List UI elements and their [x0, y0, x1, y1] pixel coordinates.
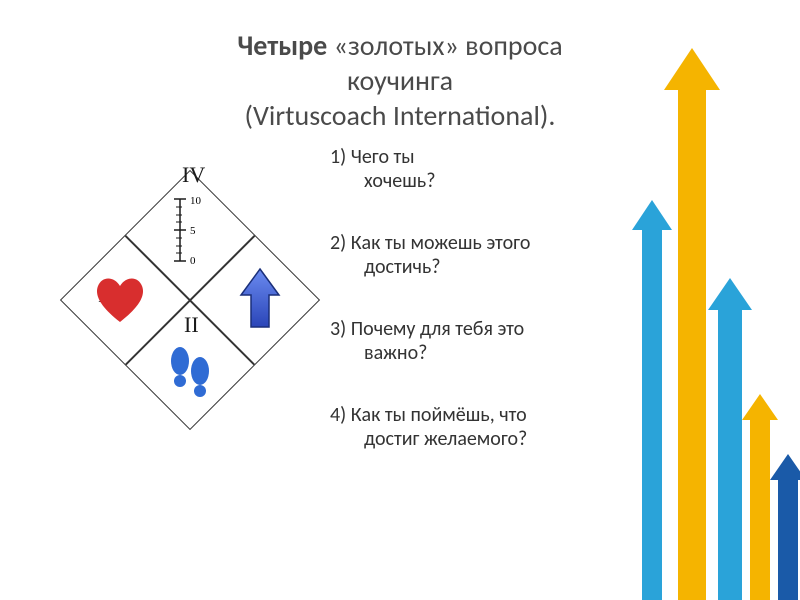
questions-list: 1) Чего ты хочешь? 2) Как ты можешь этог… — [330, 145, 660, 489]
title-l2: коучинга — [347, 63, 453, 98]
question-2: 2) Как ты можешь этого достичь? — [330, 231, 660, 279]
question-3: 3) Почему для тебя это важно? — [330, 317, 660, 365]
svg-text:10: 10 — [190, 195, 202, 207]
svg-text:5: 5 — [190, 225, 196, 237]
scale-icon: 10 5 0 — [160, 193, 220, 267]
arrow-up-icon — [235, 265, 285, 335]
bg-arrow-4 — [742, 394, 778, 600]
heart-icon — [90, 272, 150, 328]
question-1: 1) Чего ты хочешь? — [330, 145, 660, 193]
bg-arrow-1 — [632, 200, 672, 600]
title-l1: «золотых» вопроса — [327, 28, 562, 63]
bg-arrow-2 — [664, 48, 720, 600]
diamond-cell-heart — [75, 255, 165, 345]
background-arrows — [630, 0, 800, 600]
title-l3: (Virtuscoach International). — [245, 98, 556, 133]
svg-text:0: 0 — [190, 255, 196, 267]
footprints-icon — [160, 337, 220, 403]
bg-arrow-3 — [708, 278, 752, 600]
diamond-diagram: IV I II III 10 5 0 — [60, 170, 320, 430]
question-4: 4) Как ты поймёшь, что достиг желаемого? — [330, 403, 660, 451]
title-bold: Четыре — [237, 28, 327, 63]
bg-arrow-5 — [770, 454, 800, 600]
